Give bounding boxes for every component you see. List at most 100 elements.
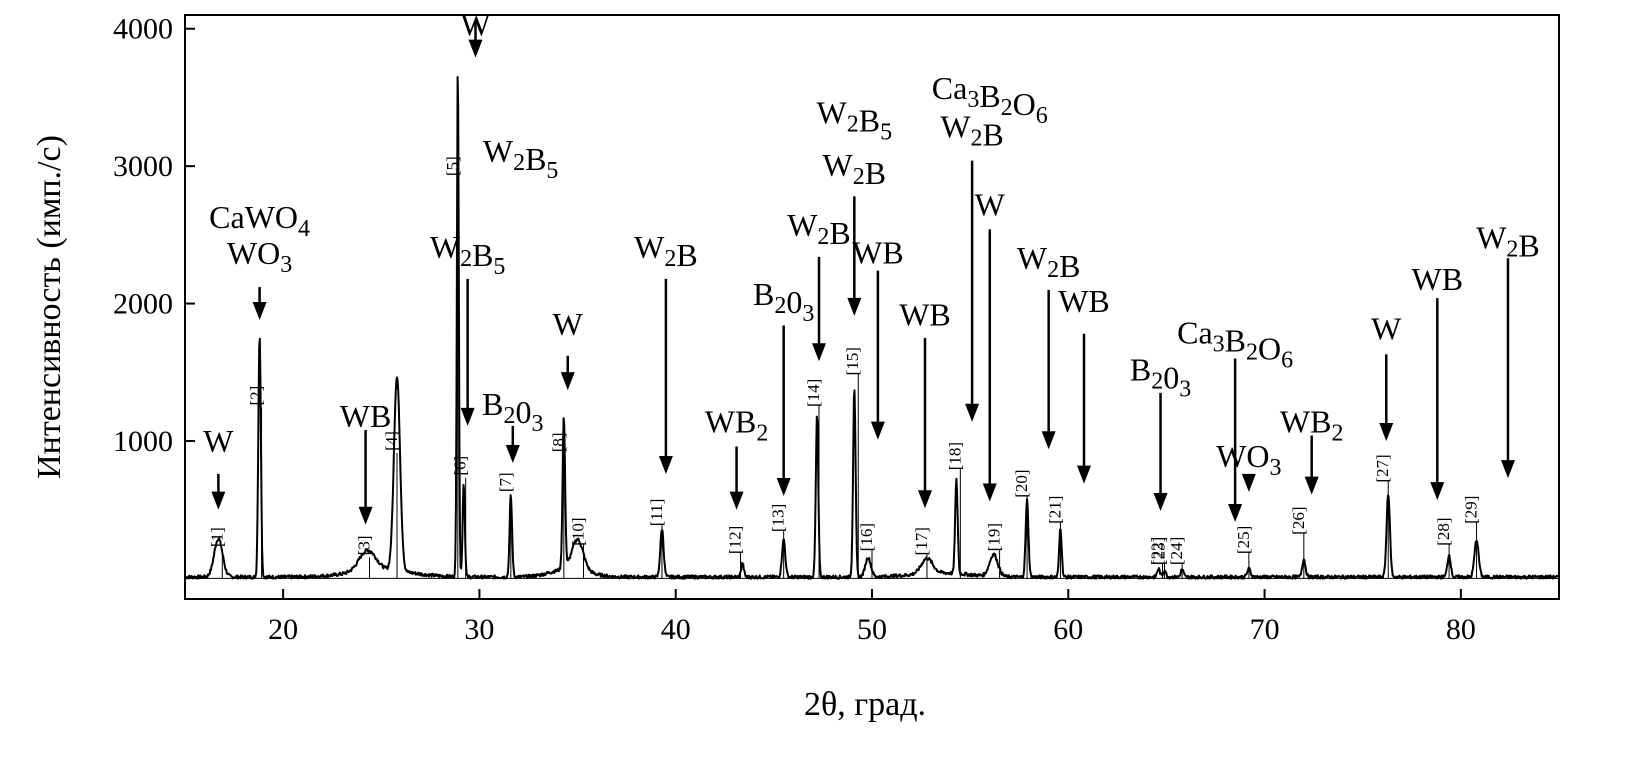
phase-label: W2B5 — [483, 133, 559, 184]
x-axis-ticks: 20 30 40 50 60 70 80 — [268, 589, 1476, 646]
phase-label: W — [1371, 310, 1402, 346]
x-tick-label-60: 60 — [1053, 613, 1083, 646]
arrow-head — [965, 403, 980, 422]
peak-number: [23] — [1149, 537, 1168, 565]
arrow-head — [776, 477, 791, 496]
phase-label: B203 — [1130, 352, 1191, 403]
y-axis-ticks: 1000 2000 3000 4000 — [113, 13, 195, 458]
peak-number: [17] — [912, 527, 931, 555]
peak-number: [15] — [843, 347, 862, 375]
peak-number: [14] — [804, 379, 823, 407]
peak-number: [2] — [247, 386, 266, 406]
peak-number: [21] — [1045, 496, 1064, 524]
phase-label: Ca3B2O6 — [1177, 314, 1293, 373]
peak-number: [22] — [1148, 537, 1167, 565]
peak-number: [11] — [647, 499, 666, 527]
peak-number: [20] — [1012, 469, 1031, 497]
phase-label: W — [553, 306, 584, 342]
phase-label: W2B — [940, 108, 1004, 152]
x-axis-label: 2θ, град. — [804, 686, 926, 723]
peak-number: [3] — [355, 535, 374, 555]
arrow-head — [847, 297, 862, 316]
peak-number: [25] — [1234, 526, 1253, 554]
x-tick-label-30: 30 — [464, 613, 494, 646]
arrow-head — [1241, 473, 1256, 492]
peak-number: [24] — [1167, 537, 1186, 565]
arrow-head — [1500, 460, 1515, 479]
y-tick-label-3000: 3000 — [113, 150, 173, 183]
arrow-head — [729, 491, 744, 510]
x-tick-label-20: 20 — [268, 613, 298, 646]
peak-number: [27] — [1373, 454, 1392, 482]
phase-label: WB — [1058, 283, 1110, 319]
peak-number: [12] — [725, 526, 744, 554]
x-tick-label-40: 40 — [661, 613, 691, 646]
y-tick-label-2000: 2000 — [113, 288, 173, 321]
phase-label: WB — [899, 297, 951, 333]
peak-number: [28] — [1434, 518, 1453, 546]
peak-number: [6] — [451, 456, 470, 476]
phase-label: W — [975, 187, 1006, 223]
x-tick-label-70: 70 — [1250, 613, 1280, 646]
arrow-head — [468, 39, 483, 58]
arrow-head — [1041, 431, 1056, 450]
arrow-head — [560, 372, 575, 391]
peak-number: [4] — [382, 431, 401, 451]
phase-label: W2B5 — [430, 229, 506, 280]
phase-label: WB2 — [1280, 404, 1344, 447]
phase-label: Ca3B2O6 — [932, 70, 1048, 129]
arrow-head — [870, 421, 885, 440]
peak-number: [18] — [945, 442, 964, 470]
y-axis-label: Интенсивность (имп./с) — [31, 135, 68, 479]
phase-label: W2B — [634, 229, 698, 273]
phase-label: W2B — [1476, 220, 1540, 264]
arrow-head — [917, 490, 932, 509]
phase-label: WB2 — [705, 404, 769, 447]
peak-number: [5] — [443, 156, 462, 176]
phase-label: WO3 — [227, 235, 292, 278]
arrow-head — [252, 302, 267, 321]
phase-label: WB — [852, 235, 904, 271]
peak-number: [1] — [207, 527, 226, 547]
peak-number: [10] — [568, 518, 587, 546]
arrow-head — [1430, 482, 1445, 501]
peak-number: [13] — [769, 504, 788, 532]
phase-label: B203 — [482, 386, 543, 437]
arrow-head — [658, 455, 673, 474]
phase-label: WO3 — [1216, 438, 1281, 481]
arrow-head — [1304, 476, 1319, 495]
peak-number: [26] — [1289, 507, 1308, 535]
arrow-head — [1228, 504, 1243, 523]
x-tick-label-80: 80 — [1446, 613, 1476, 646]
phase-label: B203 — [753, 276, 814, 327]
arrow-head — [505, 444, 520, 463]
peak-number: [7] — [496, 472, 515, 492]
arrow-head — [812, 343, 827, 362]
peak-number: [29] — [1462, 496, 1481, 524]
arrow-head — [358, 506, 373, 525]
phase-label: W2B — [1017, 240, 1081, 284]
phase-label: WB — [1412, 261, 1464, 297]
arrow-head — [1379, 422, 1394, 441]
x-tick-label-50: 50 — [857, 613, 887, 646]
arrow-head — [211, 491, 226, 510]
diffraction-trace — [184, 76, 1560, 580]
peak-number: [8] — [549, 432, 568, 452]
phase-annotations: WCaWO4WO3WBWW2B5W2B5B203WW2BWB2B203W2BW2… — [203, 7, 1540, 525]
peak-number: [19] — [985, 523, 1004, 551]
peak-number-labels: [1] [2] [3] [4] [5] [6] [7] [8] [10] [11] [12] [13]… — [207, 156, 1481, 579]
phase-label: W2B5 — [817, 95, 893, 146]
y-tick-label-4000: 4000 — [113, 13, 173, 46]
phase-label: W2B — [787, 207, 851, 251]
arrow-head — [1076, 465, 1091, 484]
phase-label: WB — [340, 398, 392, 434]
phase-label: CaWO4 — [209, 199, 310, 242]
arrow-head — [1153, 493, 1168, 512]
arrow-head — [460, 407, 475, 426]
y-tick-label-1000: 1000 — [113, 425, 173, 458]
arrow-head — [982, 483, 997, 502]
phase-label: W — [203, 423, 234, 459]
phase-label: W2B — [823, 147, 887, 191]
peak-number: [16] — [857, 523, 876, 551]
